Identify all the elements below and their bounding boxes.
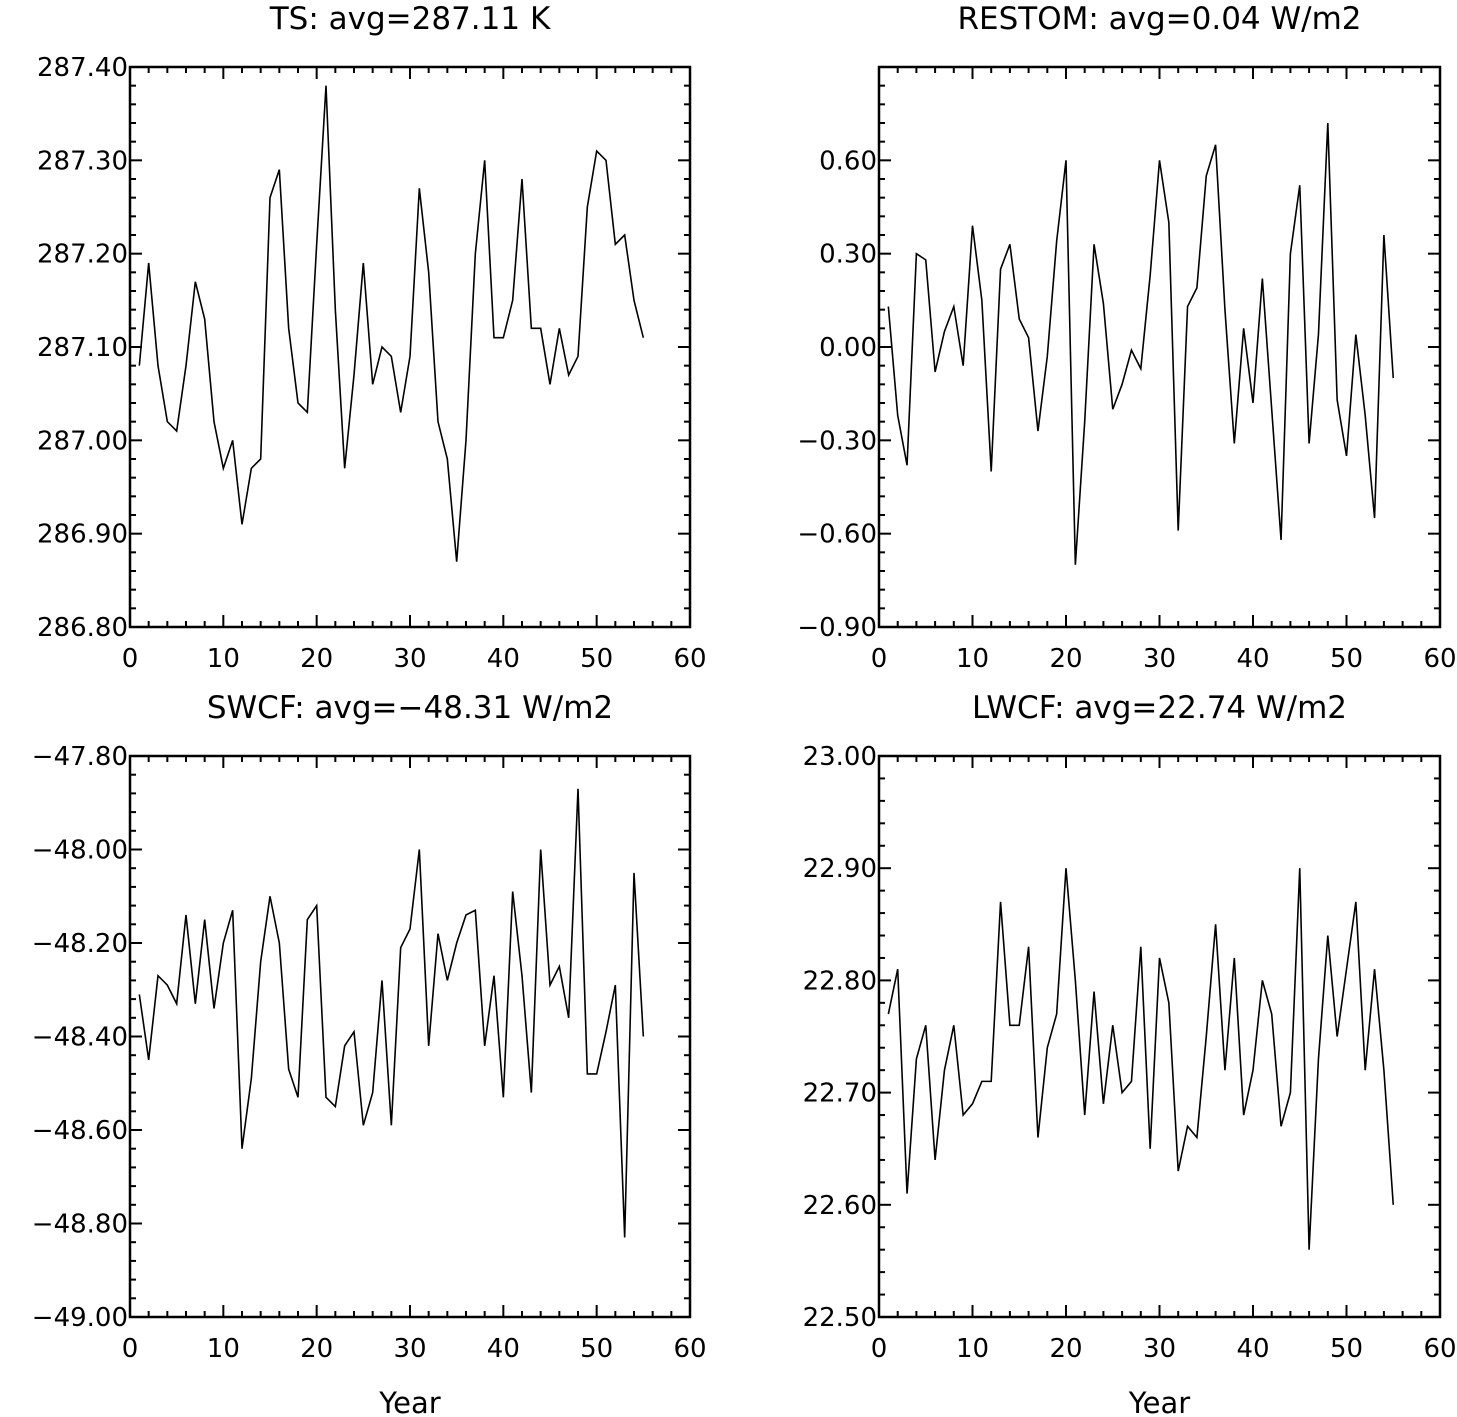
restom-ytick-label: 0.30 <box>819 240 877 270</box>
ts-ytick-label: 287.30 <box>37 146 128 176</box>
lwcf-xtick-label: 20 <box>1049 1334 1082 1364</box>
swcf-ytick-label: −48.60 <box>32 1116 128 1146</box>
swcf-title: SWCF: avg=−48.31 W/m2 <box>207 690 613 726</box>
lwcf-xtick-label: 0 <box>871 1334 888 1364</box>
lwcf-xtick-label: 50 <box>1330 1334 1363 1364</box>
ts-xtick-label: 0 <box>122 644 139 674</box>
ts-series-line <box>138 85 645 562</box>
swcf-xtick-label: 30 <box>393 1334 426 1364</box>
restom-ytick-label: −0.60 <box>797 520 877 550</box>
ts-xtick-label: 20 <box>300 644 333 674</box>
lwcf-ytick-label: 22.50 <box>803 1303 877 1333</box>
lwcf-title: LWCF: avg=22.74 W/m2 <box>972 690 1347 726</box>
ts-ytick-label: 287.20 <box>37 240 128 270</box>
swcf-ytick-label: −48.80 <box>32 1210 128 1240</box>
restom-xtick-label: 60 <box>1423 644 1456 674</box>
swcf-ytick-label: −48.00 <box>32 836 128 866</box>
restom-xtick-label: 30 <box>1143 644 1176 674</box>
swcf-xtick-label: 40 <box>487 1334 520 1364</box>
restom-xtick-label: 0 <box>871 644 888 674</box>
lwcf-series-line <box>887 868 1395 1250</box>
ts-ytick-label: 287.00 <box>37 426 128 456</box>
lwcf-xtick-label: 30 <box>1143 1334 1176 1364</box>
lwcf-xtick-label: 10 <box>956 1334 989 1364</box>
restom-xtick-label: 50 <box>1330 644 1363 674</box>
ts-xtick-label: 50 <box>580 644 613 674</box>
lwcf-xtick-label: 60 <box>1423 1334 1456 1364</box>
lwcf-panel: LWCF: avg=22.74 W/m2 0 10 20 30 40 50 60 22.50 22… <box>803 690 1457 1417</box>
restom-ytick-label: −0.90 <box>797 613 877 643</box>
restom-ytick-label: −0.30 <box>797 426 877 456</box>
swcf-ytick-label: −48.20 <box>32 929 128 959</box>
restom-xtick-label: 40 <box>1236 644 1269 674</box>
lwcf-ytick-label: 22.60 <box>803 1191 877 1221</box>
lwcf-ytick-label: 23.00 <box>803 742 877 772</box>
swcf-panel: SWCF: avg=−48.31 W/m2 0 10 20 30 40 50 60 −49.00… <box>32 690 707 1417</box>
swcf-xtick-label: 20 <box>300 1334 333 1364</box>
ts-ytick-label: 286.90 <box>37 520 128 550</box>
restom-panel: RESTOM: avg=0.04 W/m2 0 10 20 30 40 50 60 −0.90 −… <box>797 1 1456 674</box>
swcf-xtick-label: 50 <box>580 1334 613 1364</box>
swcf-xtick-label: 0 <box>122 1334 139 1364</box>
ts-xtick-label: 30 <box>393 644 426 674</box>
swcf-xtick-label: 10 <box>207 1334 240 1364</box>
restom-xtick-label: 20 <box>1049 644 1082 674</box>
lwcf-ytick-label: 22.90 <box>803 854 877 884</box>
ts-xtick-label: 40 <box>487 644 520 674</box>
swcf-xtick-label: 60 <box>673 1334 706 1364</box>
lwcf-ytick-label: 22.70 <box>803 1079 877 1109</box>
ts-title: TS: avg=287.11 K <box>269 1 551 37</box>
swcf-ytick-label: −49.00 <box>32 1303 128 1333</box>
restom-ytick-label: 0.60 <box>819 146 877 176</box>
ts-ytick-label: 286.80 <box>37 613 128 643</box>
ts-xtick-label: 60 <box>673 644 706 674</box>
lwcf-xlabel: Year <box>1128 1386 1190 1417</box>
swcf-ytick-label: −48.40 <box>32 1023 128 1053</box>
lwcf-xtick-label: 40 <box>1236 1334 1269 1364</box>
swcf-xlabel: Year <box>378 1386 440 1417</box>
ts-panel: TS: avg=287.11 K 0 10 20 30 40 50 60 286.80 286.9… <box>37 1 707 674</box>
swcf-ytick-label: −47.80 <box>32 742 128 772</box>
restom-plot-frame <box>877 65 1442 629</box>
swcf-series-line <box>138 788 645 1238</box>
restom-xtick-label: 10 <box>956 644 989 674</box>
restom-series-line <box>887 122 1395 565</box>
restom-title: RESTOM: avg=0.04 W/m2 <box>957 1 1361 37</box>
lwcf-ytick-label: 22.80 <box>803 966 877 996</box>
lwcf-plot-frame <box>877 754 1442 1319</box>
ts-ytick-label: 287.10 <box>37 333 128 363</box>
ts-xtick-label: 10 <box>207 644 240 674</box>
ts-ytick-label: 287.40 <box>37 53 128 83</box>
restom-ytick-label: 0.00 <box>819 333 877 363</box>
swcf-plot-frame <box>128 754 692 1319</box>
